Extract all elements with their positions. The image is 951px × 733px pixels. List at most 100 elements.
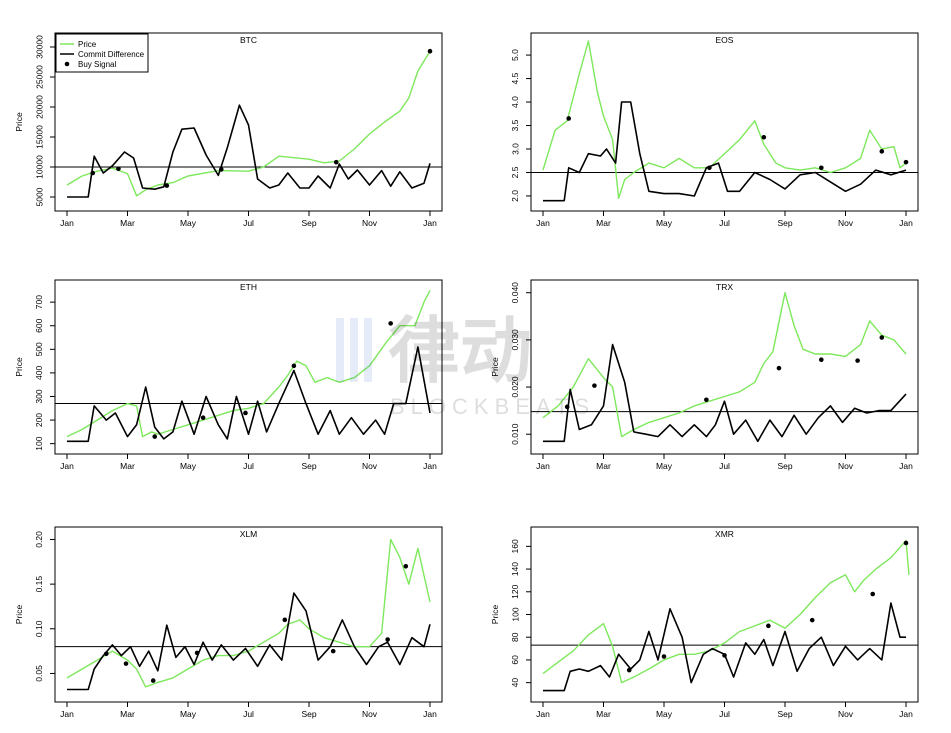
panel-trx-xtick-label: Jan	[536, 461, 550, 471]
panel-eos-ytick-label: 5.0	[510, 49, 520, 61]
panel-eth-ytick-label: 200	[34, 413, 44, 427]
panel-eos-buy-signal-point	[761, 134, 767, 140]
panel-eth-ytick-label: 300	[34, 389, 44, 403]
panel-eos-ytick-label: 4.5	[510, 72, 520, 84]
panel-btc-buy-signal-point	[90, 170, 96, 176]
panel-xmr-xtick-label: Jan	[899, 709, 913, 719]
panel-btc-xtick-label: Jan	[423, 218, 437, 228]
watermark-bar-3	[364, 318, 372, 382]
legend-commit-difference-label: Commit Difference	[78, 50, 145, 59]
panel-btc-xtick-label: Mar	[120, 218, 135, 228]
panel-trx-buy-signal-point	[819, 357, 824, 362]
panel-xmr-xtick-label: Jan	[536, 709, 550, 719]
panel-xlm-buy-signal-point	[194, 650, 200, 656]
panel-btc-buy-signal-point	[333, 159, 339, 165]
panel-trx-title: TRX	[716, 282, 733, 292]
panel-eth: ETH Price 100 200 300 400 500 600 700 Jan Mar May Ju…	[14, 279, 443, 471]
panel-eos-buy-signal-point	[819, 165, 824, 171]
panel-btc-ytick-label: 15000	[34, 125, 44, 149]
panel-eth-buy-signal-point	[243, 410, 248, 416]
panel-xlm-xtick-label: Jan	[60, 709, 74, 719]
panel-eth-ytick-label: 400	[34, 366, 44, 380]
panel-xlm-xtick-label: Sep	[301, 709, 316, 719]
panel-xmr-ytick-label: 100	[510, 607, 520, 621]
panel-eos-xtick-label: Mar	[596, 218, 611, 228]
panel-xmr-buy-signal-point	[626, 667, 632, 673]
panel-eth-xtick-label: Jan	[423, 461, 437, 471]
panel-xlm: XLM Price 0.05 0.10 0.15 0.20 Jan Mar May Jul Sep N…	[14, 526, 443, 719]
panel-xlm-ytick-label: 0.05	[34, 665, 44, 682]
legend-box	[55, 33, 149, 73]
panel-btc: BTC Price 5000 10000 15000 20000 25000 30000 Jan…	[14, 32, 443, 228]
panel-trx-buy-signal-point	[776, 365, 782, 371]
panel-eth-price-line	[66, 290, 431, 438]
panel-eth-buy-signal-point	[291, 363, 297, 369]
panel-xmr-ylabel: Price	[490, 605, 500, 625]
panel-trx-xtick-label: May	[656, 461, 673, 471]
panel-xlm-ytick-label: 0.10	[34, 620, 44, 637]
watermark-text: 律动	[388, 312, 532, 392]
panel-xmr-frame	[530, 526, 919, 703]
panel-xmr-buy-signal-point	[870, 591, 876, 597]
panel-trx-frame	[530, 279, 919, 455]
panel-xlm-ylabel: Price	[14, 605, 24, 625]
watermark-bar-2	[350, 318, 358, 382]
panel-btc-ytick-label: 30000	[34, 35, 44, 59]
panel-eth-ytick-label: 500	[34, 342, 44, 356]
panel-btc-buy-signal-point	[164, 183, 170, 188]
panel-trx-xtick-label: Jul	[719, 461, 730, 471]
panel-eos-buy-signal-point	[707, 165, 712, 171]
panel-xmr-buy-signal-point	[809, 617, 815, 623]
panel-xmr-price-line	[542, 540, 910, 684]
panel-eth-xtick-label: May	[180, 461, 197, 471]
panel-eth-frame	[54, 279, 443, 455]
panel-xmr-xtick-label: Mar	[596, 709, 611, 719]
panel-xlm-xtick-label: Mar	[120, 709, 135, 719]
panel-eos: EOS 2.0 2.5 3.0 3.5 4.0 4.5 5.0 Jan Mar May Jul Sep N…	[510, 32, 919, 228]
panel-eos-buy-signal-point	[879, 149, 885, 154]
panel-eth-xtick-label: Sep	[301, 461, 316, 471]
panel-xlm-ytick-label: 0.20	[34, 531, 44, 548]
panel-eth-ytick-label: 700	[34, 295, 44, 309]
panel-eos-buy-signal-point	[903, 159, 909, 165]
panel-trx-ytick-label: 0.030	[510, 329, 520, 351]
watermark-subtext: BLOCKBEATS	[390, 394, 595, 419]
panel-xlm-buy-signal-point	[123, 661, 129, 666]
panel-eos-ytick-label: 3.5	[510, 119, 520, 131]
panel-eth-ytick-label: 600	[34, 318, 44, 332]
watermark-bar-1	[336, 318, 344, 382]
panel-eth-buy-signal-point	[388, 321, 393, 326]
panel-eos-ytick-label: 2.0	[510, 190, 520, 202]
panel-trx-xtick-label: Jan	[899, 461, 913, 471]
panel-trx-xtick-label: Sep	[777, 461, 792, 471]
panel-trx-price-line	[542, 292, 907, 438]
panel-btc-commit-difference-line	[67, 104, 431, 198]
panel-btc-xtick-label: May	[180, 218, 197, 228]
panel-eos-xtick-label: Nov	[838, 218, 854, 228]
panel-xlm-price-line	[66, 538, 431, 688]
panel-btc-ytick-label: 10000	[34, 155, 44, 179]
panel-trx-buy-signal-point	[704, 397, 709, 403]
watermark: 律动 BLOCKBEATS	[336, 312, 595, 419]
panel-xmr-xtick-label: May	[656, 709, 673, 719]
panel-xlm-commit-difference-line	[67, 592, 431, 691]
panel-trx: TRX Price 0.010 0.020 0.030 0.040 Jan Mar May Jul…	[490, 279, 919, 471]
panel-xmr-ytick-label: 120	[510, 584, 520, 598]
panel-xlm-ytick-label: 0.15	[34, 576, 44, 593]
panel-xlm-xtick-label: Jan	[423, 709, 437, 719]
panel-eos-ytick-label: 2.5	[510, 166, 520, 178]
legend-buy-signal-label: Buy Signal	[78, 60, 116, 69]
panel-xmr-ytick-label: 60	[510, 655, 520, 665]
panel-eos-xtick-label: Jan	[536, 218, 550, 228]
panel-eth-xtick-label: Nov	[362, 461, 378, 471]
panel-xmr-title: XMR	[715, 529, 734, 539]
panel-eth-commit-difference-line	[67, 346, 431, 443]
panel-xmr-buy-signal-point	[766, 623, 771, 629]
panel-btc-buy-signal-point	[218, 167, 224, 172]
panel-xlm-xtick-label: Nov	[362, 709, 378, 719]
panel-xlm-buy-signal-point	[330, 648, 336, 654]
legend-buy-signal-swatch	[64, 61, 70, 67]
panel-btc-xtick-label: Sep	[301, 218, 316, 228]
